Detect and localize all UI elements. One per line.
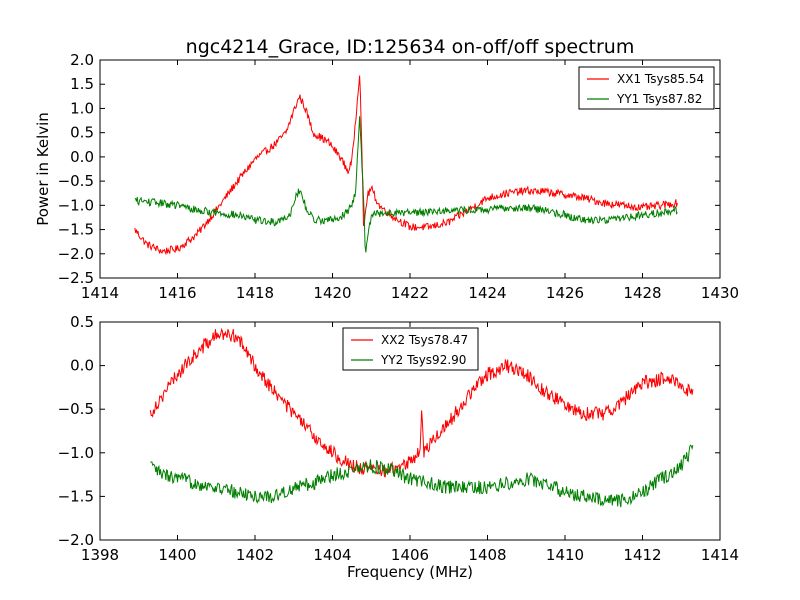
x-tick-label: 1422 [391,284,429,302]
x-tick-label: 1414 [81,284,119,302]
legend-label-yy1: YY1 Tsys87.82 [616,92,702,106]
y-tick-label: 0.0 [70,357,94,375]
y-tick-label: −1.5 [58,487,94,505]
x-tick-label: 1402 [236,546,274,564]
bottom-legend-box [342,327,479,371]
series-line [149,327,694,478]
chart-title: ngc4214_Grace, ID:125634 on-off/off spec… [186,36,635,58]
y-tick-label: −2.5 [58,269,94,287]
legend-label-xx1: XX1 Tsys85.54 [617,72,704,86]
y-tick-label: −1.5 [58,221,94,239]
top-plot-lines [134,75,678,256]
x-tick-label: 1406 [391,546,429,564]
y-tick-label: −1.0 [58,196,94,214]
bottom-xlabel: Frequency (MHz) [347,563,473,581]
x-tick-label: 1408 [468,546,506,564]
series-line [134,116,678,253]
x-tick-label: 1400 [158,546,196,564]
x-tick-label: 1398 [81,546,119,564]
x-tick-label: 1416 [158,284,196,302]
x-tick-label: 1420 [313,284,351,302]
x-tick-label: 1426 [546,284,584,302]
x-tick-label: 1418 [236,284,274,302]
y-tick-label: −1.0 [58,444,94,462]
y-tick-label: 0.0 [70,148,94,166]
legend-label-yy2: YY2 Tsys92.90 [380,353,466,367]
x-tick-label: 1414 [701,546,739,564]
y-tick-label: −0.5 [58,172,94,190]
top-ticks: 1414 1416 1418 1420 1422 1424 1426 1428 1430 −2.5… [58,51,740,302]
y-tick-label: 1.0 [70,99,94,117]
top-legend: XX1 Tsys85.54 YY1 Tsys87.82 [578,66,715,110]
top-panel: 1414 1416 1418 1420 1422 1424 1426 1428 1430 −2.5… [34,51,739,302]
top-ylabel: Power in Kelvin [34,112,52,226]
y-tick-label: 0.5 [70,124,94,142]
y-tick-label: 2.0 [70,51,94,69]
bottom-legend: XX2 Tsys78.47 YY2 Tsys92.90 [342,327,479,371]
bottom-ticks: 1398 1400 1402 1404 1406 1408 1410 1412 1414 −2.0… [58,313,740,564]
y-tick-label: −2.0 [58,531,94,549]
top-legend-box [578,66,715,110]
x-tick-label: 1430 [701,284,739,302]
x-tick-label: 1428 [623,284,661,302]
y-tick-label: −0.5 [58,400,94,418]
x-tick-label: 1424 [468,284,506,302]
bottom-panel: 1398 1400 1402 1404 1406 1408 1410 1412 1414 −2.0… [58,313,740,581]
bottom-plot-lines [149,327,694,508]
x-tick-label: 1410 [546,546,584,564]
series-line [134,75,678,256]
y-tick-label: −2.0 [58,245,94,263]
y-tick-label: 1.5 [70,75,94,93]
legend-label-xx2: XX2 Tsys78.47 [381,333,468,347]
series-line [150,444,694,508]
x-tick-label: 1404 [313,546,351,564]
x-tick-label: 1412 [623,546,661,564]
y-tick-label: 0.5 [70,313,94,331]
